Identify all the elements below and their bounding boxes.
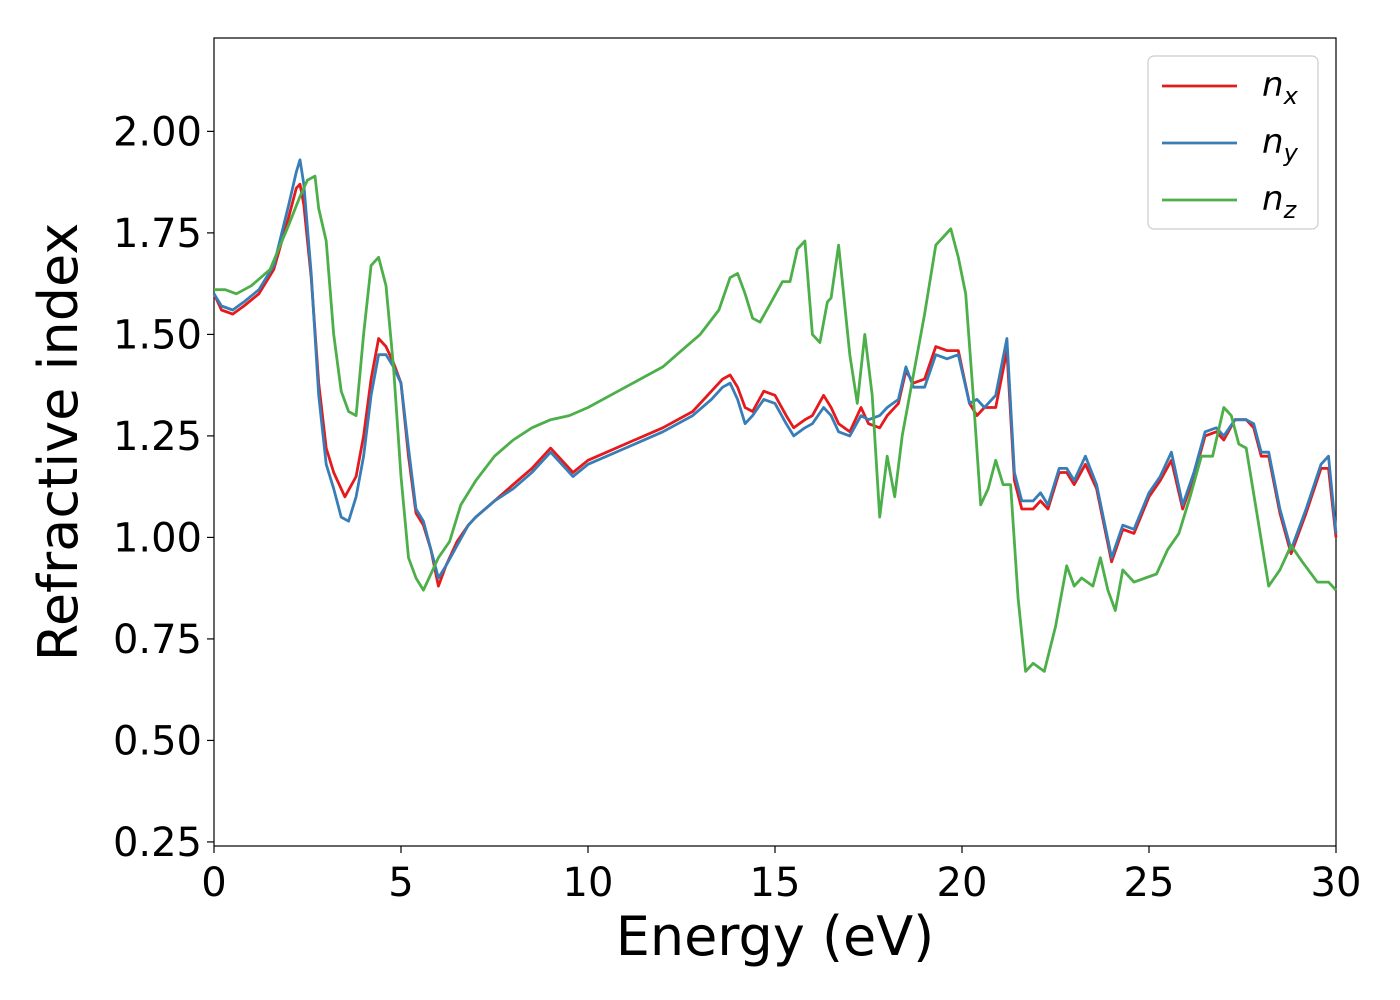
y-tick-label: 2.00 [113, 109, 202, 155]
y-axis-title: Refractive index [27, 223, 90, 662]
y-ticks: 0.25 0.50 0.75 1.00 1.25 1.50 1.75 2.00 [113, 109, 214, 866]
y-tick-label: 0.25 [113, 820, 202, 866]
x-tick-label: 10 [563, 860, 614, 906]
x-tick-label: 15 [750, 860, 801, 906]
y-tick-label: 1.25 [113, 414, 202, 460]
x-tick-label: 20 [937, 860, 988, 906]
y-tick-label: 1.00 [113, 515, 202, 561]
series-line-nz [214, 174, 1338, 673]
y-tick-label: 1.50 [113, 312, 202, 358]
y-tick-label: 0.75 [113, 617, 202, 663]
series-line-nx [212, 182, 1338, 588]
x-tick-label: 0 [201, 860, 226, 906]
x-tick-label: 30 [1311, 860, 1362, 906]
x-axis-title: Energy (eV) [616, 905, 935, 968]
x-ticks: 0 5 10 15 20 25 30 [201, 846, 1361, 906]
x-tick-label: 25 [1124, 860, 1175, 906]
x-tick-label: 5 [388, 860, 413, 906]
series-line-ny [212, 158, 1338, 580]
series-layer [212, 158, 1338, 673]
y-tick-label: 1.75 [113, 211, 202, 257]
y-tick-label: 0.50 [113, 718, 202, 764]
